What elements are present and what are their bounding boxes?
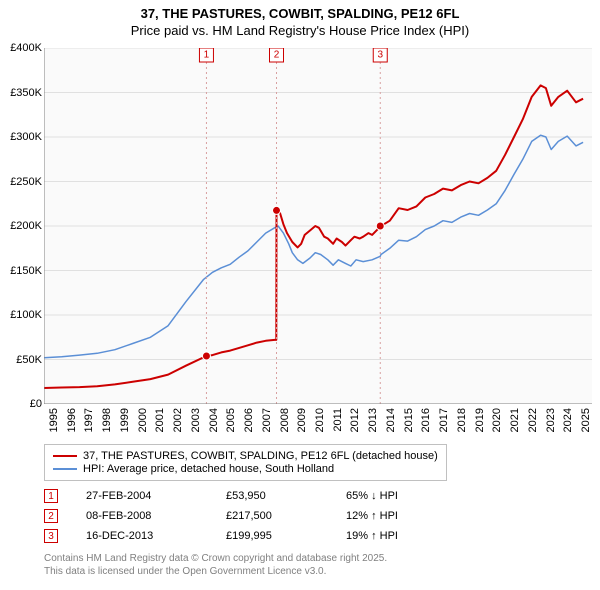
y-tick-label: £200K xyxy=(2,220,42,232)
x-tick-label: 2009 xyxy=(296,408,308,432)
x-tick-label: 2022 xyxy=(527,408,539,432)
x-tick-label: 2006 xyxy=(243,408,255,432)
transaction-date: 16-DEC-2013 xyxy=(86,530,226,542)
x-tick-label: 2021 xyxy=(509,408,521,432)
transaction-table: 1 27-FEB-2004£53,95065% ↓ HPI 2 08-FEB-2008… xyxy=(44,486,466,546)
x-tick-label: 2025 xyxy=(580,408,592,432)
x-tick-label: 1997 xyxy=(83,408,95,432)
y-tick-label: £300K xyxy=(2,131,42,143)
y-tick-label: £350K xyxy=(2,87,42,99)
legend-swatch xyxy=(53,468,77,470)
transaction-marker-number: 2 xyxy=(274,50,280,61)
transaction-marker-dot xyxy=(376,222,384,230)
transaction-number-box: 3 xyxy=(44,529,58,543)
transaction-number-box: 1 xyxy=(44,489,58,503)
x-tick-label: 2023 xyxy=(545,408,557,432)
x-tick-label: 2001 xyxy=(154,408,166,432)
x-tick-label: 2024 xyxy=(562,408,574,432)
legend-box: 37, THE PASTURES, COWBIT, SPALDING, PE12… xyxy=(44,444,447,481)
transaction-number-box: 2 xyxy=(44,509,58,523)
x-tick-label: 2002 xyxy=(172,408,184,432)
y-tick-label: £0 xyxy=(2,398,42,410)
transaction-price: £217,500 xyxy=(226,510,346,522)
title-line1: 37, THE PASTURES, COWBIT, SPALDING, PE12… xyxy=(0,6,600,23)
legend-label: 37, THE PASTURES, COWBIT, SPALDING, PE12… xyxy=(83,450,438,462)
x-tick-label: 1995 xyxy=(48,408,60,432)
transaction-marker-dot xyxy=(273,206,281,214)
x-tick-label: 2011 xyxy=(332,408,344,432)
title-block: 37, THE PASTURES, COWBIT, SPALDING, PE12… xyxy=(0,0,600,40)
attribution-text: Contains HM Land Registry data © Crown c… xyxy=(44,552,387,578)
transaction-marker-dot xyxy=(202,352,210,360)
chart-plot-area: 1 2 3 xyxy=(44,48,592,404)
legend-swatch xyxy=(53,455,77,457)
x-tick-label: 2014 xyxy=(385,408,397,432)
x-tick-label: 2016 xyxy=(420,408,432,432)
x-tick-label: 2005 xyxy=(225,408,237,432)
attribution-line2: This data is licensed under the Open Gov… xyxy=(44,565,387,578)
series-hpi xyxy=(44,135,583,358)
transaction-marker-number: 1 xyxy=(204,50,210,61)
x-tick-label: 2020 xyxy=(491,408,503,432)
transaction-diff: 12% ↑ HPI xyxy=(346,510,466,522)
transaction-price: £199,995 xyxy=(226,530,346,542)
x-tick-label: 2007 xyxy=(261,408,273,432)
series-lines xyxy=(44,85,583,388)
legend-label: HPI: Average price, detached house, Sout… xyxy=(83,463,334,475)
transaction-diff: 19% ↑ HPI xyxy=(346,530,466,542)
transaction-marker-number: 3 xyxy=(377,50,383,61)
transaction-row: 3 16-DEC-2013£199,99519% ↑ HPI xyxy=(44,526,466,546)
x-tick-label: 2010 xyxy=(314,408,326,432)
series-property xyxy=(44,85,583,388)
x-tick-label: 1996 xyxy=(66,408,78,432)
x-tick-label: 2017 xyxy=(438,408,450,432)
transaction-row: 1 27-FEB-2004£53,95065% ↓ HPI xyxy=(44,486,466,506)
title-line2: Price paid vs. HM Land Registry's House … xyxy=(0,23,600,40)
x-tick-label: 2013 xyxy=(367,408,379,432)
transaction-row: 2 08-FEB-2008£217,50012% ↑ HPI xyxy=(44,506,466,526)
transaction-date: 08-FEB-2008 xyxy=(86,510,226,522)
transaction-diff: 65% ↓ HPI xyxy=(346,490,466,502)
y-tick-label: £100K xyxy=(2,309,42,321)
legend-row: HPI: Average price, detached house, Sout… xyxy=(53,463,438,475)
x-tick-label: 1998 xyxy=(101,408,113,432)
x-tick-label: 2004 xyxy=(208,408,220,432)
transaction-price: £53,950 xyxy=(226,490,346,502)
gridlines xyxy=(44,48,592,404)
chart-container: 37, THE PASTURES, COWBIT, SPALDING, PE12… xyxy=(0,0,600,590)
x-tick-label: 2008 xyxy=(279,408,291,432)
x-tick-label: 2012 xyxy=(349,408,361,432)
attribution-line1: Contains HM Land Registry data © Crown c… xyxy=(44,552,387,565)
y-tick-label: £400K xyxy=(2,42,42,54)
y-tick-label: £150K xyxy=(2,265,42,277)
x-tick-label: 2015 xyxy=(403,408,415,432)
x-tick-label: 2000 xyxy=(137,408,149,432)
legend-row: 37, THE PASTURES, COWBIT, SPALDING, PE12… xyxy=(53,450,438,462)
y-tick-label: £250K xyxy=(2,176,42,188)
x-tick-label: 2019 xyxy=(474,408,486,432)
x-tick-label: 2003 xyxy=(190,408,202,432)
x-tick-label: 2018 xyxy=(456,408,468,432)
transaction-date: 27-FEB-2004 xyxy=(86,490,226,502)
y-tick-label: £50K xyxy=(2,354,42,366)
x-tick-label: 1999 xyxy=(119,408,131,432)
